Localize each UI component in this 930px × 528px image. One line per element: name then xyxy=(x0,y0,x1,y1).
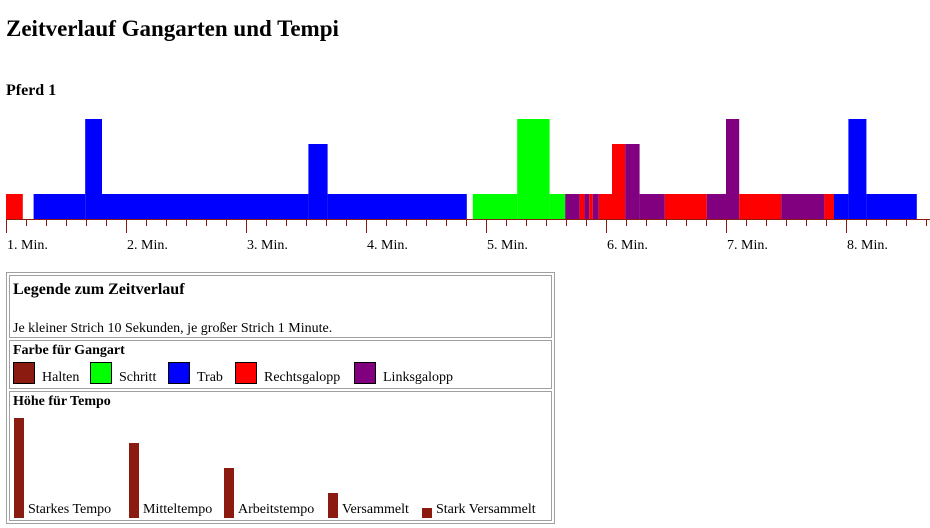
page-title: Zeitverlauf Gangarten und Tempi xyxy=(6,16,339,41)
segment-rechtsgalopp-23 xyxy=(824,194,834,219)
legend-title: Legende zum Zeitverlauf xyxy=(13,281,185,298)
gait-label-rechtsgalopp: Rechtsgalopp xyxy=(264,370,341,385)
horse-heading: Pferd 1 xyxy=(6,82,57,99)
segment-linksgalopp-9 xyxy=(565,194,580,219)
segment-trab-1 xyxy=(33,194,86,219)
segment-rechtsgalopp-15 xyxy=(612,144,626,219)
segment-linksgalopp-17 xyxy=(639,194,665,219)
segment-linksgalopp-22 xyxy=(781,194,825,219)
gait-swatch-schritt xyxy=(90,362,112,384)
segment-rechtsgalopp-14 xyxy=(598,194,612,219)
tempo-label-1: Mitteltempo xyxy=(143,502,213,517)
segment-rechtsgalopp-18 xyxy=(664,194,707,219)
gait-label-halten: Halten xyxy=(42,370,80,385)
tempo-bar-4 xyxy=(422,508,432,518)
segment-linksgalopp-11 xyxy=(584,194,590,219)
gait-label-schritt: Schritt xyxy=(119,370,157,385)
tempo-legend-list: Starkes Tempo Mitteltempo Arbeitstempo Vers… xyxy=(13,392,553,520)
tick-label-7: 7. Min. xyxy=(727,238,768,253)
tick-label-1: 1. Min. xyxy=(7,238,48,253)
segment-trab-26 xyxy=(866,194,917,219)
segment-trab-5 xyxy=(327,194,467,219)
tick-label-6: 6. Min. xyxy=(607,238,648,253)
segment-trab-25 xyxy=(848,119,867,219)
tick-label-4: 4. Min. xyxy=(367,238,408,253)
gait-swatch-halten xyxy=(13,362,35,384)
gait-heading: Farbe für Gangart xyxy=(13,343,125,358)
segment-schritt-7 xyxy=(517,119,550,219)
timeline-bars xyxy=(6,119,917,219)
legend-scale-note: Je kleiner Strich 10 Sekunden, je großer… xyxy=(13,321,333,336)
legend-header-cell: Legende zum Zeitverlauf Je kleiner Stric… xyxy=(9,275,552,338)
segment-linksgalopp-16 xyxy=(625,144,640,219)
segment-rechtsgalopp-0 xyxy=(6,194,23,219)
tempo-bar-3 xyxy=(328,493,338,518)
tempo-bar-1 xyxy=(129,443,139,518)
time-axis: 1. Min. 2. Min. 3. Min. 4. Min. 5. Min. 6. Mi… xyxy=(6,219,930,253)
tick-label-8: 8. Min. xyxy=(847,238,888,253)
segment-linksgalopp-20 xyxy=(726,119,740,219)
gait-timeline-chart: 1. Min. 2. Min. 3. Min. 4. Min. 5. Min. 6. Mi… xyxy=(6,119,930,253)
segment-rechtsgalopp-12 xyxy=(589,194,593,219)
legend-gait-cell: Farbe für Gangart Halten Schritt Trab Recht… xyxy=(9,340,552,389)
segment-linksgalopp-19 xyxy=(706,194,726,219)
tempo-bar-2 xyxy=(224,468,234,518)
gait-label-trab: Trab xyxy=(197,370,223,385)
segment-rechtsgalopp-21 xyxy=(739,194,782,219)
segment-schritt-6 xyxy=(472,194,518,219)
segment-rechtsgalopp-10 xyxy=(579,194,585,219)
tick-label-3: 3. Min. xyxy=(247,238,288,253)
gait-swatch-linksgalopp xyxy=(354,362,376,384)
legend-tempo-cell: Höhe für Tempo Starkes Tempo Mitteltempo A… xyxy=(9,391,552,521)
gait-label-linksgalopp: Linksgalopp xyxy=(383,370,453,385)
tick-label-5: 5. Min. xyxy=(487,238,528,253)
gait-swatch-trab xyxy=(168,362,190,384)
segment-trab-4 xyxy=(308,144,328,219)
tempo-bar-0 xyxy=(14,418,24,518)
segment-trab-2 xyxy=(85,119,102,219)
segment-trab-24 xyxy=(834,194,849,219)
gait-swatch-rechtsgalopp xyxy=(235,362,257,384)
segment-trab-3 xyxy=(102,194,309,219)
tempo-heading: Höhe für Tempo xyxy=(13,394,111,409)
legend-table: Legende zum Zeitverlauf Je kleiner Stric… xyxy=(6,272,555,524)
segment-linksgalopp-13 xyxy=(592,194,599,219)
tempo-label-0: Starkes Tempo xyxy=(28,502,112,517)
tempo-label-2: Arbeitstempo xyxy=(238,502,315,517)
tempo-label-4: Stark Versammelt xyxy=(436,502,536,517)
tempo-label-3: Versammelt xyxy=(342,502,409,517)
tick-label-2: 2. Min. xyxy=(127,238,168,253)
segment-schritt-8 xyxy=(549,194,566,219)
